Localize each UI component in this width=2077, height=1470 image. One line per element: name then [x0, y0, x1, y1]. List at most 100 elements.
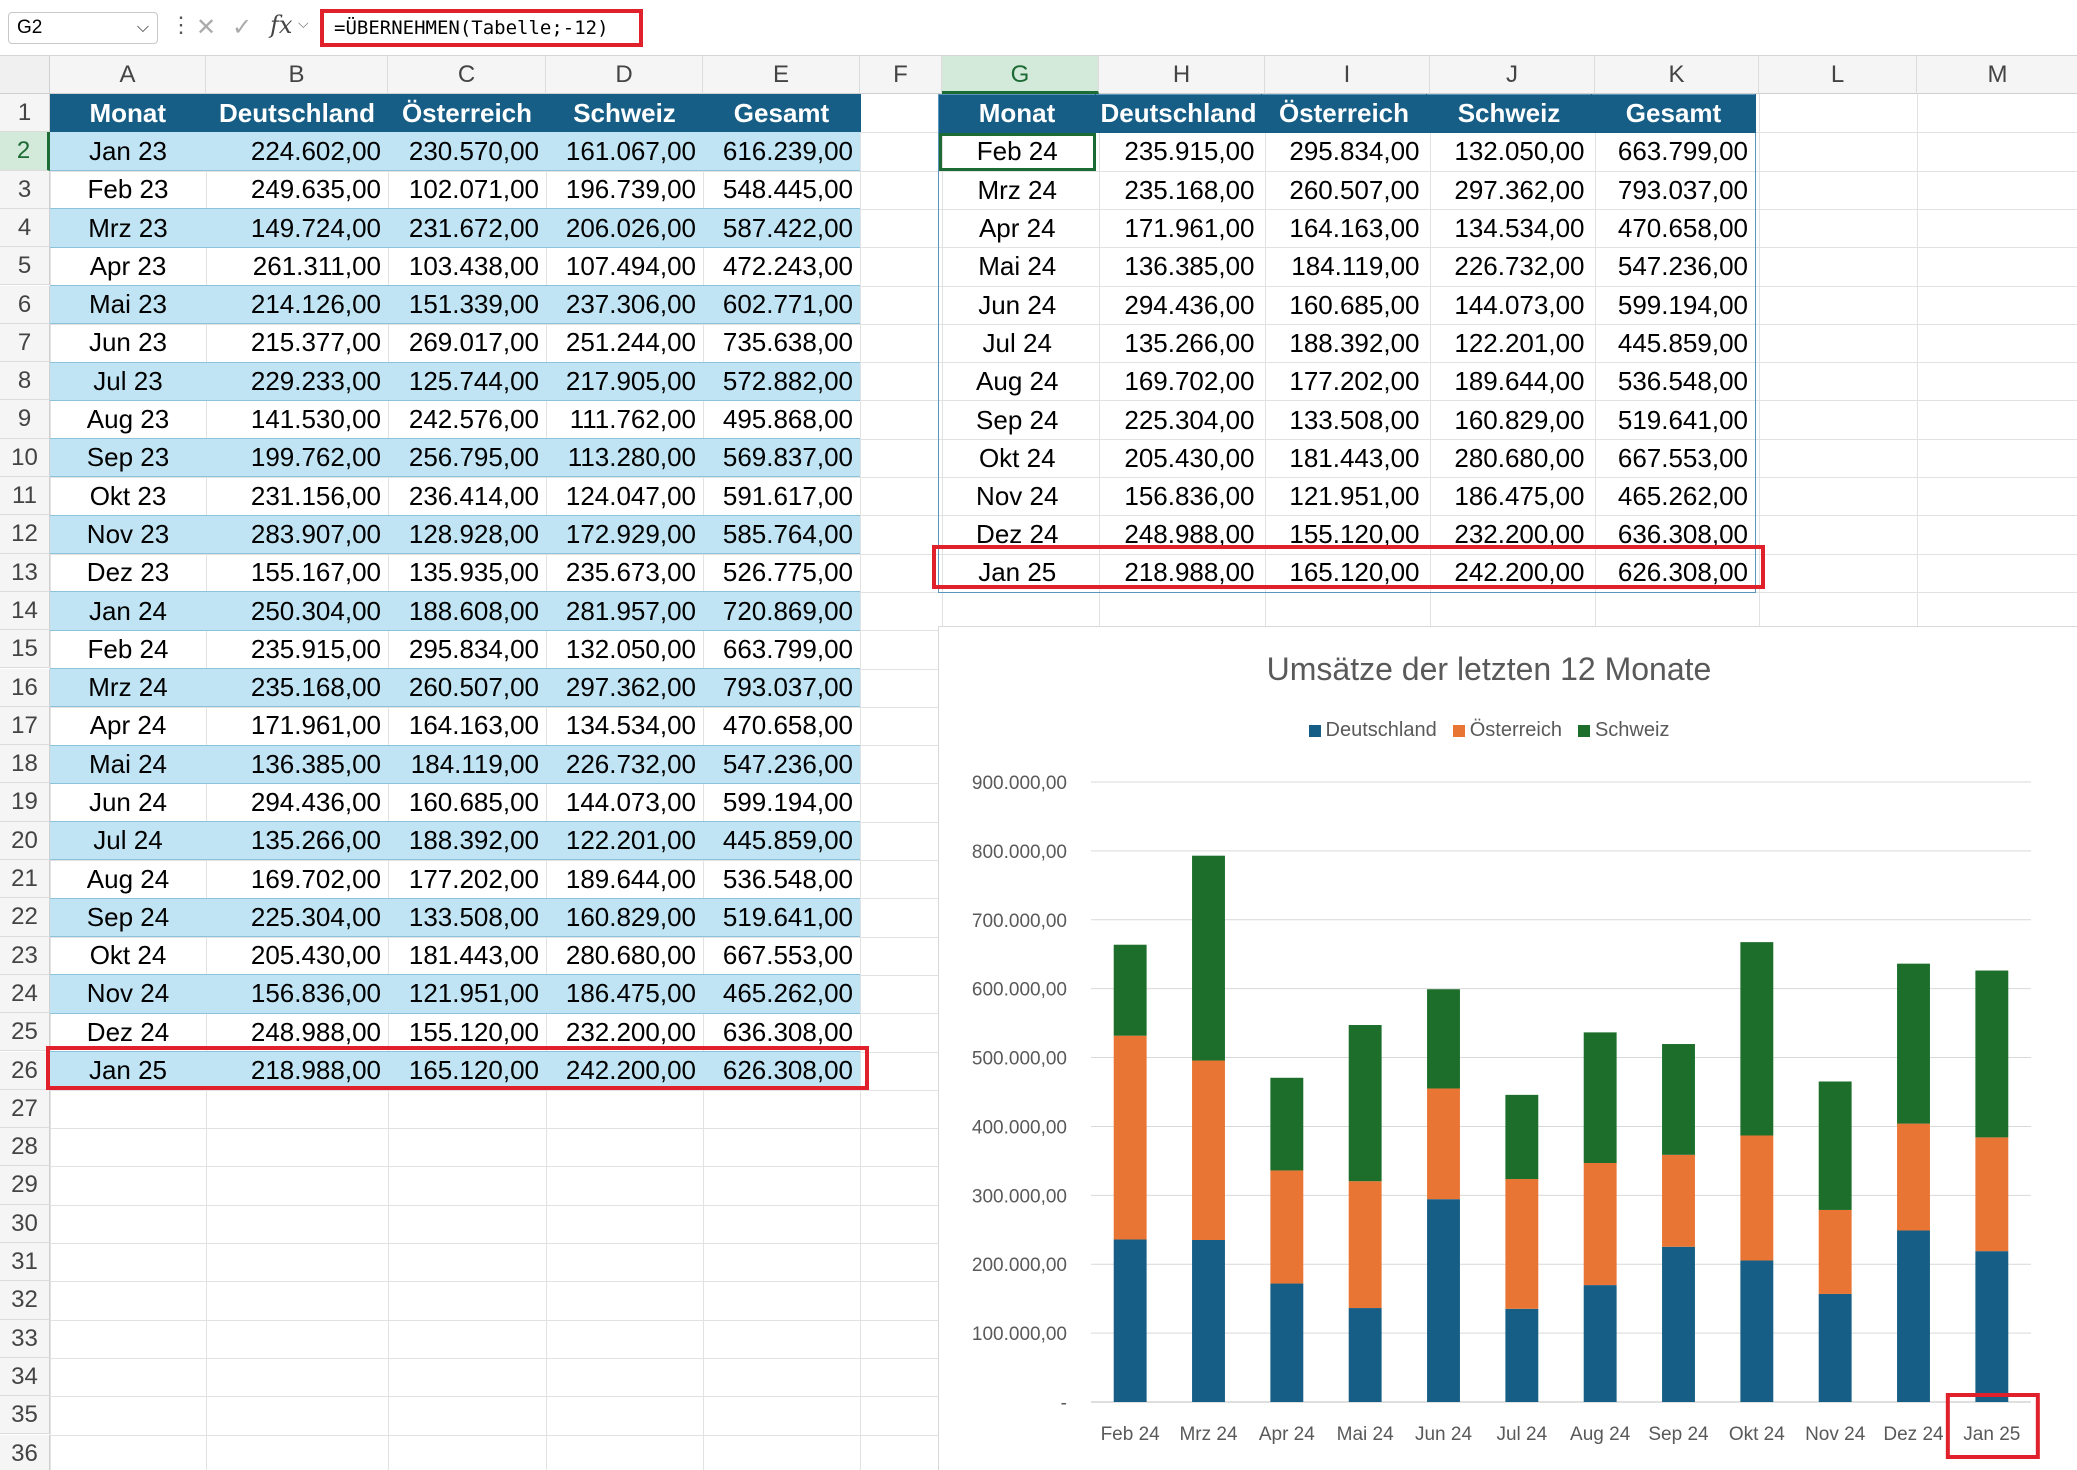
month-cell[interactable]: Mrz 24 — [977, 174, 1057, 205]
value-cell[interactable]: 283.907,00 — [206, 515, 388, 555]
value-cell[interactable]: 232.200,00 — [1454, 519, 1585, 550]
value-cell[interactable]: 250.304,00 — [206, 591, 388, 631]
value-cell[interactable]: 445.859,00 — [1617, 327, 1748, 358]
value-cell[interactable]: 133.508,00 — [388, 898, 546, 938]
stacked-bar-chart[interactable]: - 100.000,00 200.000,00 300.000,00 400.000,0… — [938, 626, 2077, 1470]
value-cell[interactable]: 280.680,00 — [1454, 442, 1585, 473]
value-cell[interactable]: 132.050,00 — [546, 630, 703, 669]
row-header-17[interactable]: 17 — [0, 706, 50, 746]
row-header-36[interactable]: 36 — [0, 1434, 50, 1470]
value-cell[interactable]: 160.685,00 — [1289, 289, 1420, 320]
row-header-26[interactable]: 26 — [0, 1051, 50, 1090]
value-cell[interactable]: 793.037,00 — [1617, 174, 1748, 205]
value-cell[interactable]: 205.430,00 — [206, 936, 388, 976]
value-cell[interactable]: 599.194,00 — [703, 783, 860, 823]
value-cell[interactable]: 295.834,00 — [388, 630, 546, 669]
legend-item[interactable]: Deutschland — [1308, 719, 1437, 742]
value-cell[interactable]: 128.928,00 — [388, 515, 546, 555]
value-cell[interactable]: 155.120,00 — [388, 1013, 546, 1052]
value-cell[interactable]: 495.868,00 — [703, 400, 860, 440]
value-cell[interactable]: 161.067,00 — [546, 132, 703, 172]
column-header-h[interactable]: H — [1099, 56, 1265, 94]
month-cell[interactable]: Nov 23 — [50, 515, 206, 555]
value-cell[interactable]: 141.530,00 — [206, 400, 388, 440]
month-cell[interactable]: Feb 24 — [50, 630, 206, 669]
value-cell[interactable]: 205.430,00 — [1124, 442, 1255, 473]
column-header-c[interactable]: C — [388, 56, 546, 94]
row-header-33[interactable]: 33 — [0, 1319, 50, 1358]
row-header-5[interactable]: 5 — [0, 247, 50, 286]
row-header-9[interactable]: 9 — [0, 400, 50, 439]
row-header-25[interactable]: 25 — [0, 1013, 50, 1052]
value-cell[interactable]: 144.073,00 — [546, 783, 703, 823]
value-cell[interactable]: 616.239,00 — [703, 132, 860, 172]
value-cell[interactable]: 636.308,00 — [703, 1013, 860, 1052]
value-cell[interactable]: 164.163,00 — [1289, 213, 1420, 244]
value-cell[interactable]: 230.570,00 — [388, 132, 546, 172]
column-title[interactable]: Monat — [938, 94, 1096, 133]
value-cell[interactable]: 587.422,00 — [703, 208, 860, 248]
value-cell[interactable]: 169.702,00 — [1124, 366, 1255, 397]
value-cell[interactable]: 156.836,00 — [206, 974, 388, 1014]
value-cell[interactable]: 269.017,00 — [388, 323, 546, 363]
insert-function-icon[interactable]: fx — [270, 11, 293, 39]
value-cell[interactable]: 626.308,00 — [1617, 557, 1748, 588]
month-cell[interactable]: Jan 24 — [50, 591, 206, 631]
value-cell[interactable]: 569.837,00 — [703, 438, 860, 478]
value-cell[interactable]: 548.445,00 — [703, 170, 860, 210]
value-cell[interactable]: 171.961,00 — [1124, 213, 1255, 244]
select-all-corner[interactable] — [0, 56, 50, 94]
row-header-4[interactable]: 4 — [0, 208, 50, 248]
value-cell[interactable]: 171.961,00 — [206, 706, 388, 746]
value-cell[interactable]: 184.119,00 — [1291, 251, 1420, 282]
value-cell[interactable]: 470.658,00 — [1617, 213, 1748, 244]
value-cell[interactable]: 135.266,00 — [1124, 327, 1255, 358]
value-cell[interactable]: 136.385,00 — [1124, 251, 1255, 282]
column-header-k[interactable]: K — [1595, 56, 1759, 94]
value-cell[interactable]: 184.119,00 — [388, 745, 546, 784]
row-header-2[interactable]: 2 — [0, 132, 50, 171]
value-cell[interactable]: 242.200,00 — [546, 1051, 703, 1091]
value-cell[interactable]: 188.392,00 — [388, 821, 546, 861]
month-cell[interactable]: Feb 24 — [938, 132, 1096, 172]
value-cell[interactable]: 572.882,00 — [703, 362, 860, 401]
value-cell[interactable]: 102.071,00 — [388, 170, 546, 210]
value-cell[interactable]: 121.951,00 — [1289, 481, 1420, 512]
row-header-32[interactable]: 32 — [0, 1281, 50, 1320]
formula-input[interactable]: =ÜBERNEHMEN(Tabelle;-12) — [320, 9, 643, 47]
value-cell[interactable]: 470.658,00 — [703, 706, 860, 746]
value-cell[interactable]: 231.672,00 — [388, 208, 546, 248]
value-cell[interactable]: 232.200,00 — [546, 1013, 703, 1052]
value-cell[interactable]: 225.304,00 — [1124, 404, 1255, 435]
column-header-m[interactable]: M — [1917, 56, 2077, 94]
value-cell[interactable]: 235.915,00 — [206, 630, 388, 669]
row-header-13[interactable]: 13 — [0, 553, 50, 592]
value-cell[interactable]: 218.988,00 — [206, 1051, 388, 1091]
value-cell[interactable]: 224.602,00 — [206, 132, 388, 172]
column-header-j[interactable]: J — [1430, 56, 1595, 94]
row-header-3[interactable]: 3 — [0, 170, 50, 209]
month-cell[interactable]: Jan 23 — [50, 132, 206, 172]
value-cell[interactable]: 206.026,00 — [546, 208, 703, 248]
value-cell[interactable]: 165.120,00 — [1289, 557, 1420, 588]
value-cell[interactable]: 248.988,00 — [206, 1013, 388, 1052]
value-cell[interactable]: 297.362,00 — [1454, 174, 1585, 205]
month-cell[interactable]: Apr 24 — [50, 706, 206, 746]
month-cell[interactable]: Jan 25 — [978, 557, 1057, 588]
month-cell[interactable]: Okt 24 — [50, 936, 206, 976]
value-cell[interactable]: 720.869,00 — [703, 591, 860, 631]
value-cell[interactable]: 636.308,00 — [1617, 519, 1748, 550]
column-header-e[interactable]: E — [703, 56, 860, 94]
column-title[interactable]: Schweiz — [546, 94, 704, 133]
month-cell[interactable]: Nov 24 — [976, 481, 1059, 512]
value-cell[interactable]: 215.377,00 — [206, 323, 388, 363]
month-cell[interactable]: Sep 24 — [50, 898, 206, 938]
month-cell[interactable]: Jun 23 — [50, 323, 206, 363]
value-cell[interactable]: 519.641,00 — [1617, 404, 1748, 435]
value-cell[interactable]: 111.762,00 — [546, 400, 703, 440]
value-cell[interactable]: 155.120,00 — [1289, 519, 1420, 550]
value-cell[interactable]: 294.436,00 — [1124, 289, 1255, 320]
cancel-icon[interactable]: ✕ — [196, 14, 217, 41]
value-cell[interactable]: 261.311,00 — [206, 247, 388, 286]
column-header-g[interactable]: G — [942, 56, 1099, 94]
